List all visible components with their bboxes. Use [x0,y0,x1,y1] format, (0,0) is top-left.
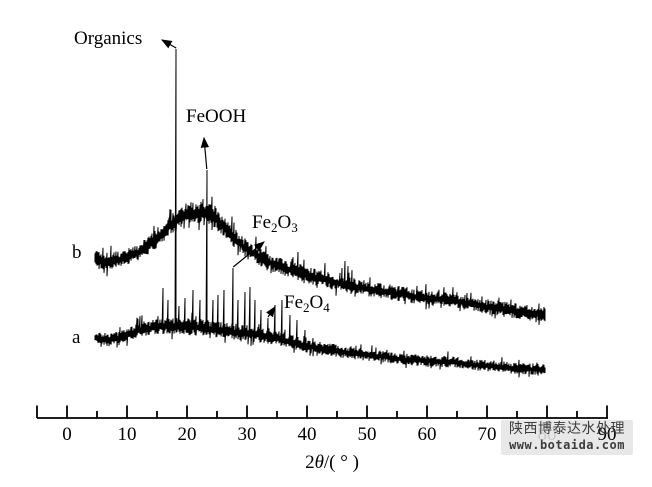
fe2o3-peak-label: Fe2O3 [252,212,298,238]
organics-peak-label: Organics [74,28,143,49]
fe2o3-annotation-arrow [232,241,265,268]
fe2o4-sub: 4 [323,300,330,315]
fe2o4-peak-label: Fe2O4 [284,292,330,318]
feooh-peak-label: FeOOH [186,106,247,127]
series-a-label: a [72,327,81,348]
trace-b [94,196,546,325]
x-tick-20: 20 [177,424,197,445]
fe2o4-text: O [309,292,324,313]
feooh-annotation-arrow [200,136,210,170]
watermark-company-text: 陕西博泰达水处理 [509,421,625,437]
x-tick-70: 70 [477,424,497,445]
x-tick-90: 90 [597,424,617,445]
trace-a [94,48,546,378]
x-axis-title-theta: θ [314,452,324,473]
x-axis [36,405,608,419]
x-tick-50: 50 [357,424,377,445]
x-tick-0: 0 [62,424,72,445]
series-b-label: b [72,242,82,263]
organics-annotation-arrow [160,39,177,49]
fe2o4-annotation-arrow [266,306,276,318]
x-axis-title-num: 2 [305,452,315,473]
fe2o3-text: Fe [252,212,271,233]
x-tick-40: 40 [297,424,317,445]
x-tick-60: 60 [417,424,437,445]
x-axis-title-unit: /( ° ) [323,452,359,473]
fe2o3-sub: 3 [291,220,298,235]
fe2o3-text: O [277,212,292,233]
fe2o4-sub: 2 [303,300,310,315]
x-axis-title: 2θ/( ° ) [277,452,387,474]
x-tick-30: 30 [237,424,257,445]
watermark-background [501,420,633,455]
x-tick-10: 10 [117,424,137,445]
watermark: 陕西博泰达水处理 www.botaida.com [501,421,633,453]
watermark-url-text: www.botaida.com [509,438,625,452]
fe2o3-sub: 2 [271,220,278,235]
fe2o4-text: Fe [284,292,303,313]
